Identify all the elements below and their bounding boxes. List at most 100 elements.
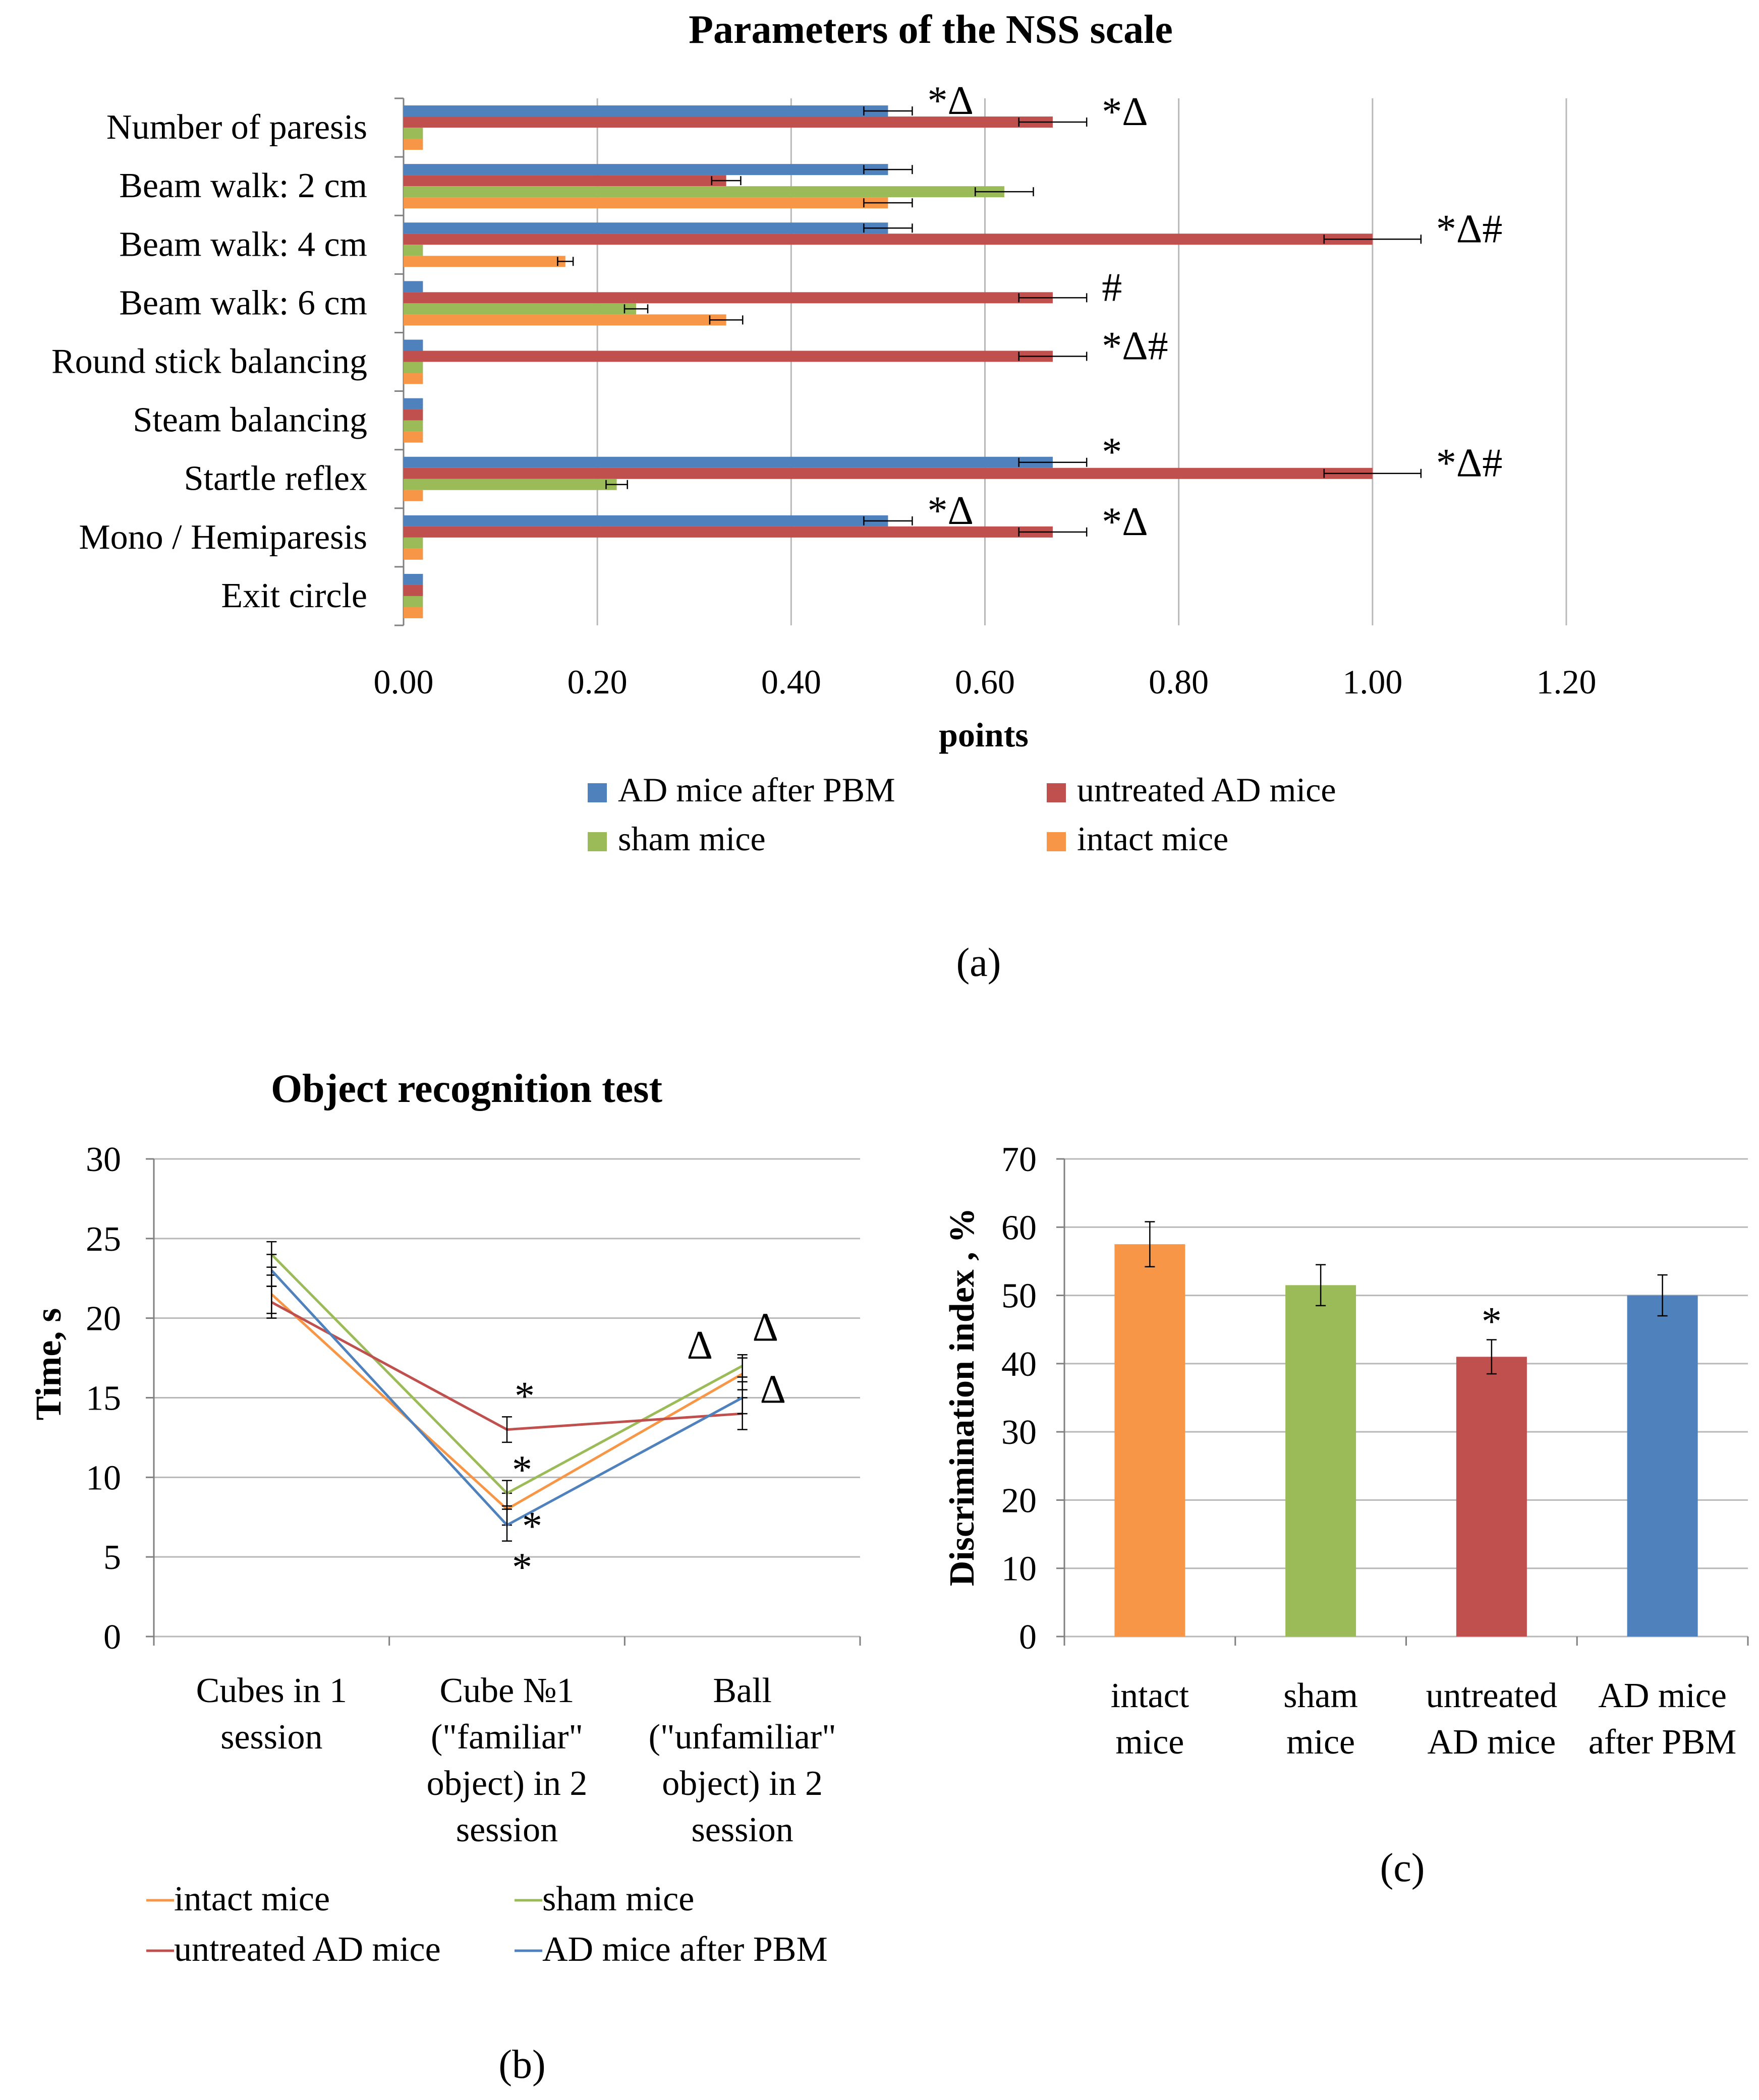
panel-a-bar-sham-mice <box>404 245 423 256</box>
panel-a-category-label: Beam walk: 2 cm <box>119 166 367 205</box>
panel-b-significance-marker: Δ <box>760 1368 786 1412</box>
panel-a-category-label: Round stick balancing <box>51 342 367 381</box>
panel-a-bar-ad-mice-after-pbm <box>404 456 1053 468</box>
panel-c-category-label: AD mice <box>1428 1723 1556 1762</box>
panel-a-legend-label: intact mice <box>1077 820 1228 858</box>
panel-b-line-untreated-ad-mice <box>271 1301 743 1431</box>
panel-a-x-tick-label: 0.80 <box>1149 663 1209 701</box>
panel-a-legend-label: untreated AD mice <box>1077 771 1336 809</box>
panel-c-category-label: after PBM <box>1588 1723 1737 1762</box>
panel-a-legend-label: sham mice <box>618 820 766 858</box>
panel-c-discrimination-chart: Discrimination index , % 0 10 20 30 40 50 60 70… <box>943 1140 1749 1890</box>
panel-c-bar-sham-mice <box>1285 1285 1356 1637</box>
panel-b-line-sham-mice <box>270 1253 743 1495</box>
panel-a-category-label: Number of paresis <box>106 108 367 147</box>
panel-b-significance-marker: * <box>512 1545 532 1590</box>
panel-a-category-label: Beam walk: 4 cm <box>119 225 367 264</box>
panel-a-legend-swatch <box>588 783 607 802</box>
panel-c-category-label: intact <box>1111 1676 1189 1715</box>
panel-b-y-tick-label: 0 <box>103 1618 121 1657</box>
panel-c-y-tick-label: 50 <box>1001 1277 1037 1316</box>
panel-a-legend-swatch <box>588 832 607 851</box>
panel-a-bar-ad-mice-after-pbm <box>404 398 423 410</box>
panel-a-bar-intact-mice <box>404 256 565 267</box>
panel-a-bar-untreated-ad-mice <box>404 585 423 596</box>
panel-b-category-label: object) in 2 <box>662 1764 823 1803</box>
panel-a-bar-untreated-ad-mice <box>404 116 1053 128</box>
panel-b-y-tick-label: 5 <box>103 1538 121 1577</box>
panel-a-label: (a) <box>956 941 1001 985</box>
panel-a-bar-untreated-ad-mice <box>404 175 726 187</box>
panel-b-category-label: Cube №1 <box>439 1671 574 1710</box>
panel-b-legend-label: sham mice <box>542 1880 694 1918</box>
panel-b-y-tick-label: 25 <box>86 1220 121 1259</box>
panel-a-bar-ad-mice-after-pbm <box>404 281 423 293</box>
panel-a-legend: AD mice after PBM untreated AD mice sham m… <box>588 771 1336 858</box>
panel-a-significance-marker: *Δ# <box>1436 207 1502 251</box>
panel-b-category-label: Ball <box>713 1671 772 1710</box>
panel-b-category-label: object) in 2 <box>427 1764 588 1803</box>
panel-c-bar-intact-mice <box>1114 1244 1185 1637</box>
panel-a-bar-sham-mice <box>404 537 423 549</box>
panel-b-y-tick-label: 10 <box>86 1459 121 1497</box>
panel-a-x-tick-label: 0.20 <box>568 663 628 701</box>
panel-a-bar-untreated-ad-mice <box>404 351 1053 362</box>
panel-a-bar-intact-mice <box>404 197 888 209</box>
panel-b-significance-marker: * <box>515 1374 535 1419</box>
panel-b-y-tick-label: 20 <box>86 1300 121 1338</box>
panel-a-bar-untreated-ad-mice <box>404 234 1373 245</box>
panel-a-bar-intact-mice <box>404 431 423 443</box>
panel-c-bar-ad-mice-after-pbm <box>1627 1295 1698 1637</box>
panel-a-bar-sham-mice <box>404 596 423 607</box>
panel-a-legend-swatch <box>1047 783 1066 802</box>
panel-a-bar-intact-mice <box>404 373 423 384</box>
panel-a-bar-intact-mice <box>404 490 423 501</box>
panel-a-bar-ad-mice-after-pbm <box>404 339 423 351</box>
panel-c-y-tick-label: 0 <box>1019 1618 1037 1657</box>
panel-a-significance-marker: # <box>1102 265 1122 310</box>
panel-a-significance-marker: *Δ <box>1102 500 1148 544</box>
panel-a-x-tick-label: 0.40 <box>761 663 821 701</box>
panel-b-significance-marker: Δ <box>753 1305 778 1350</box>
panel-c-y-tick-label: 60 <box>1001 1208 1037 1247</box>
panel-a-bar-intact-mice <box>404 607 423 618</box>
panel-b-category-label: ("familiar" <box>431 1718 583 1757</box>
panel-b-category-label: session <box>692 1811 793 1849</box>
panel-b-legend-label: AD mice after PBM <box>542 1930 828 1969</box>
panel-a-significance-marker: *Δ <box>1102 90 1148 134</box>
panel-b-category-label: ("unfamiliar" <box>649 1718 836 1757</box>
panel-b-title: Object recognition test <box>271 1067 662 1111</box>
panel-a-bar-intact-mice <box>404 314 726 326</box>
panel-a-bar-ad-mice-after-pbm <box>404 222 888 234</box>
panel-c-bar-untreated-ad-mice <box>1456 1357 1527 1637</box>
panel-a-bar-ad-mice-after-pbm <box>404 515 888 527</box>
panel-a-significance-marker: *Δ <box>927 79 973 123</box>
panel-b-category-label: Cubes in 1 <box>196 1671 347 1710</box>
panel-a-bar-sham-mice <box>404 303 636 315</box>
panel-c-category-label: mice <box>1286 1723 1355 1762</box>
panel-a-x-tick-label: 0.00 <box>374 663 434 701</box>
panel-a-bar-untreated-ad-mice <box>404 292 1053 304</box>
panel-a-bar-sham-mice <box>404 128 423 139</box>
panel-a-category-label: Beam walk: 6 cm <box>119 283 367 322</box>
panel-b-legend-label: untreated AD mice <box>174 1930 441 1969</box>
panel-b-significance-marker: * <box>512 1448 532 1492</box>
panel-b-legend-label: intact mice <box>174 1880 330 1918</box>
panel-c-significance-marker: * <box>1482 1300 1502 1344</box>
panel-a-bar-ad-mice-after-pbm <box>404 164 888 176</box>
panel-a-significance-marker: *Δ# <box>1436 441 1502 486</box>
panel-c-category-label: untreated <box>1426 1676 1557 1715</box>
panel-a-bar-untreated-ad-mice <box>404 468 1373 479</box>
panel-b-legend: intact mice sham mice untreated AD mice AD … <box>146 1880 828 1969</box>
panel-a-legend-swatch <box>1047 832 1066 851</box>
panel-b-significance-marker: Δ <box>687 1323 713 1368</box>
panel-a-x-axis-label: points <box>939 716 1029 754</box>
panel-a-significance-marker: *Δ <box>927 489 973 533</box>
panel-a-category-label: Mono / Hemiparesis <box>79 518 367 557</box>
panel-a-bar-ad-mice-after-pbm <box>404 105 888 117</box>
panel-a-bar-intact-mice <box>404 548 423 560</box>
panel-a-bar-ad-mice-after-pbm <box>404 573 423 585</box>
panel-a-significance-marker: * <box>1102 430 1122 475</box>
panel-a-bar-sham-mice <box>404 186 1004 198</box>
